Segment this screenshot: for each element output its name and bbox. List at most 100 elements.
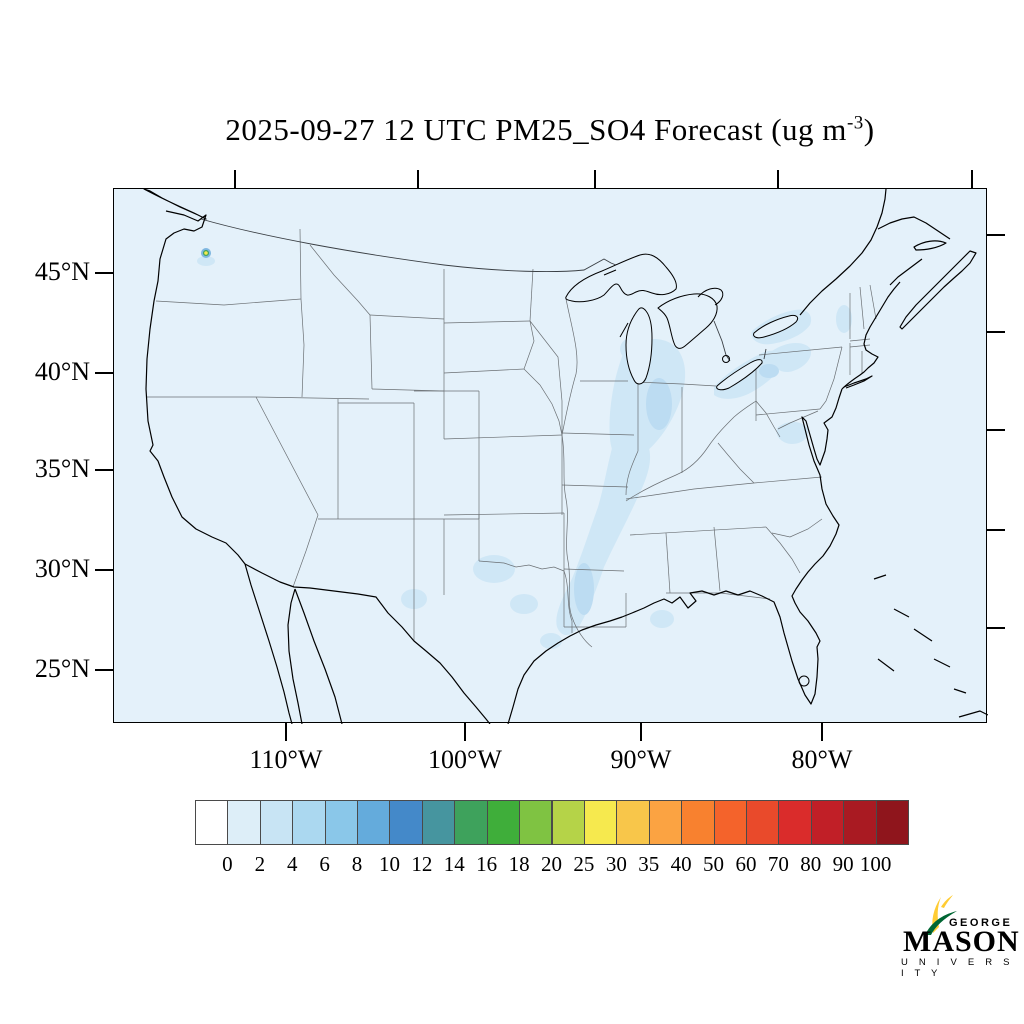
colorbar-label: 16 [476, 852, 498, 876]
lake-st-clair [722, 355, 730, 363]
long-island [843, 375, 873, 389]
bottom-axis-tick [464, 723, 466, 741]
green-bay [619, 322, 629, 338]
left-axis-tick [95, 569, 113, 571]
colorbar: 0 2 4 6 8 10 12 14 16 18 20 25 30 35 40 50 60 70 80 90 100 [195, 800, 909, 925]
colorbar-cell [357, 800, 391, 845]
isle-royale [603, 269, 617, 276]
top-axis-tick [417, 170, 419, 188]
colorbar-label: 30 [605, 852, 627, 876]
colorbar-label: 70 [767, 852, 789, 876]
st-lawrence-river [799, 189, 887, 316]
colorbar-cell [486, 800, 521, 845]
map-plot-area [113, 188, 988, 724]
lake-huron [657, 293, 718, 349]
us-coastline [143, 189, 988, 724]
colorbar-cell [195, 800, 229, 845]
title-exponent: -3 [846, 112, 864, 134]
title-suffix: ) [863, 112, 875, 147]
left-axis-tick [95, 469, 113, 471]
lat-tick-label: 30°N [34, 554, 90, 583]
top-axis-tick [971, 170, 973, 188]
plot-title: 2025-09-27 12 UTC PM25_SO4 Forecast (ug … [113, 112, 987, 148]
colorbar-cell [616, 800, 650, 845]
bahamas [873, 574, 988, 718]
top-axis-tick [594, 170, 596, 188]
new-brunswick-coast [877, 216, 951, 286]
gmu-swoosh-icon [925, 895, 957, 935]
title-text: 2025-09-27 12 UTC PM25_SO4 Forecast (ug … [225, 112, 847, 147]
left-axis-tick [95, 272, 113, 274]
colorbar-cell [421, 800, 456, 845]
lat-tick-label: 25°N [34, 654, 90, 683]
colorbar-cell [745, 800, 780, 845]
nova-scotia [899, 250, 977, 330]
colorbar-label: 25 [573, 852, 595, 876]
colorbar-cell [843, 800, 877, 845]
colorbar-cell [778, 800, 812, 845]
vancouver-island [143, 189, 207, 220]
lake-ontario [753, 314, 799, 339]
colorbar-label: 4 [286, 852, 298, 876]
bottom-axis-tick [640, 723, 642, 741]
concentration-cores [574, 364, 779, 615]
georgian-bay [697, 287, 724, 306]
baja-california [244, 563, 343, 724]
logo-university: U N I V E R S I T Y [901, 957, 1014, 979]
right-axis-tick [987, 331, 1005, 333]
lake-erie [716, 359, 763, 391]
colorbar-cell [713, 800, 747, 845]
colorbar-label: 0 [222, 852, 233, 876]
colorbar-label: 2 [254, 852, 266, 876]
right-axis-tick [987, 429, 1005, 431]
colorbar-label: 60 [735, 852, 757, 876]
lon-tick-label: 100°W [428, 745, 502, 774]
gmu-logo: GEORGE MASON U N I V E R S I T Y [897, 895, 1022, 985]
lake-superior [565, 253, 677, 303]
lon-tick-label: 110°W [249, 745, 323, 774]
colorbar-label: 18 [508, 852, 530, 876]
colorbar-label: 6 [319, 852, 330, 876]
colorbar-cell [810, 800, 845, 845]
conus-map [143, 189, 988, 724]
colorbar-label: 90 [832, 852, 854, 876]
colorbar-label: 8 [351, 852, 363, 876]
northeast-coast [841, 281, 901, 390]
right-axis-tick [987, 529, 1005, 531]
canada-border [200, 218, 767, 362]
bottom-axis-tick [285, 723, 287, 741]
lat-tick-label: 35°N [34, 454, 90, 483]
colorbar-cell [454, 800, 488, 845]
lat-tick-label: 40°N [34, 357, 90, 386]
colorbar-label: 10 [378, 852, 400, 876]
gulf-atlantic-coast [507, 388, 843, 724]
lon-tick-label: 90°W [610, 745, 672, 774]
lake-michigan [625, 307, 653, 385]
great-lakes [565, 253, 810, 687]
colorbar-cell [519, 800, 553, 845]
bottom-axis-tick [821, 723, 823, 741]
top-axis-tick [234, 170, 236, 188]
right-axis-tick [987, 234, 1005, 236]
colorbar-cell [648, 800, 683, 845]
lat-tick-label: 45°N [34, 257, 90, 286]
top-axis-tick [777, 170, 779, 188]
right-axis-tick [987, 627, 1005, 629]
colorbar-cell [681, 800, 715, 845]
colorbar-label: 40 [670, 852, 692, 876]
colorbar-label: 50 [703, 852, 725, 876]
colorbar-cell [227, 800, 261, 845]
colorbar-cell [551, 800, 585, 845]
lon-tick-label: 80°W [791, 745, 853, 774]
colorbar-cell [324, 800, 359, 845]
left-axis-tick [95, 669, 113, 671]
colorbar-label: 12 [411, 852, 433, 876]
colorbar-label: 35 [638, 852, 660, 876]
colorbar-label: 100 [859, 852, 892, 876]
colorbar-cell [259, 800, 294, 845]
colorbar-cell [583, 800, 618, 845]
logo-mason: MASON [903, 925, 1020, 958]
colorbar-cell [292, 800, 326, 845]
colorbar-cell [875, 800, 909, 845]
